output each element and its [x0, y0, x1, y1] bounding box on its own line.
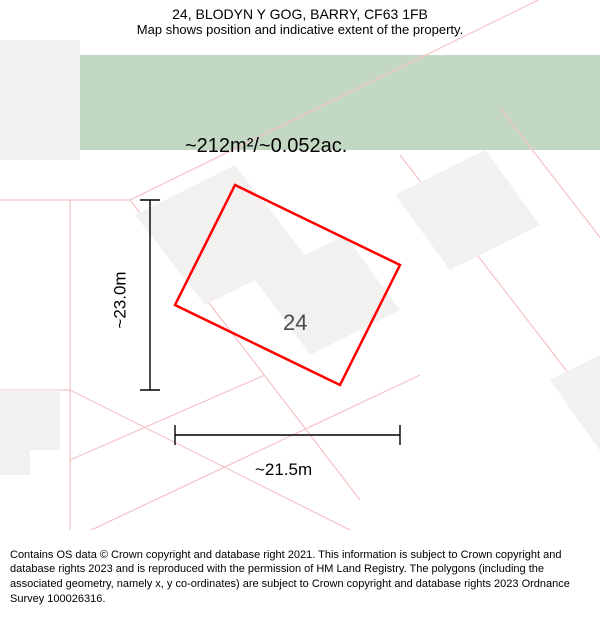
copyright-footer: Contains OS data © Crown copyright and d… [0, 540, 600, 625]
height-dimension-label: ~23.0m [111, 271, 131, 328]
width-dimension-label: ~21.5m [255, 460, 312, 480]
map-svg [0, 0, 600, 530]
area-label: ~212m²/~0.052ac. [185, 135, 347, 158]
page-subtitle: Map shows position and indicative extent… [0, 22, 600, 37]
page-title: 24, BLODYN Y GOG, BARRY, CF63 1FB [0, 6, 600, 22]
header: 24, BLODYN Y GOG, BARRY, CF63 1FB Map sh… [0, 0, 600, 39]
house-number-label: 24 [283, 310, 307, 336]
